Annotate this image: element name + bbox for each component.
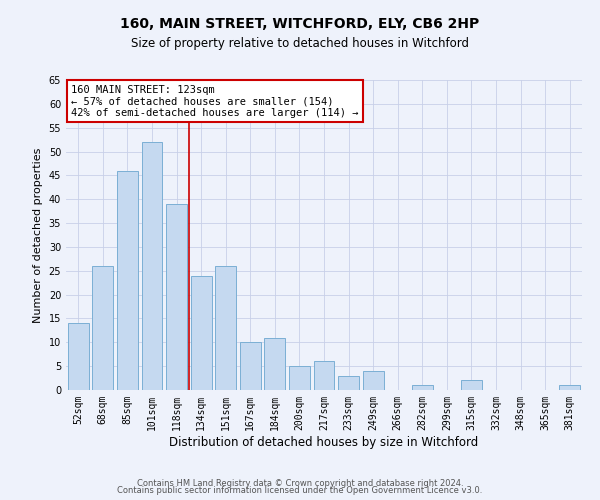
Bar [559,385,580,390]
Text: Contains public sector information licensed under the Open Government Licence v3: Contains public sector information licen… [118,486,482,495]
Bar [412,385,433,390]
Text: 160 MAIN STREET: 123sqm
← 57% of detached houses are smaller (154)
42% of semi-d: 160 MAIN STREET: 123sqm ← 57% of detache… [71,84,359,118]
Text: Contains HM Land Registry data © Crown copyright and database right 2024.: Contains HM Land Registry data © Crown c… [137,478,463,488]
Bar [289,366,310,390]
Bar [191,276,212,390]
Bar [362,371,383,390]
Bar [461,380,482,390]
Bar [265,338,286,390]
Bar [166,204,187,390]
Y-axis label: Number of detached properties: Number of detached properties [33,148,43,322]
Bar [68,323,89,390]
Text: 160, MAIN STREET, WITCHFORD, ELY, CB6 2HP: 160, MAIN STREET, WITCHFORD, ELY, CB6 2H… [121,18,479,32]
Bar [338,376,359,390]
Bar [314,362,334,390]
X-axis label: Distribution of detached houses by size in Witchford: Distribution of detached houses by size … [169,436,479,448]
Bar [117,170,138,390]
Bar [92,266,113,390]
Bar [240,342,261,390]
Text: Size of property relative to detached houses in Witchford: Size of property relative to detached ho… [131,38,469,51]
Bar [215,266,236,390]
Bar [142,142,163,390]
